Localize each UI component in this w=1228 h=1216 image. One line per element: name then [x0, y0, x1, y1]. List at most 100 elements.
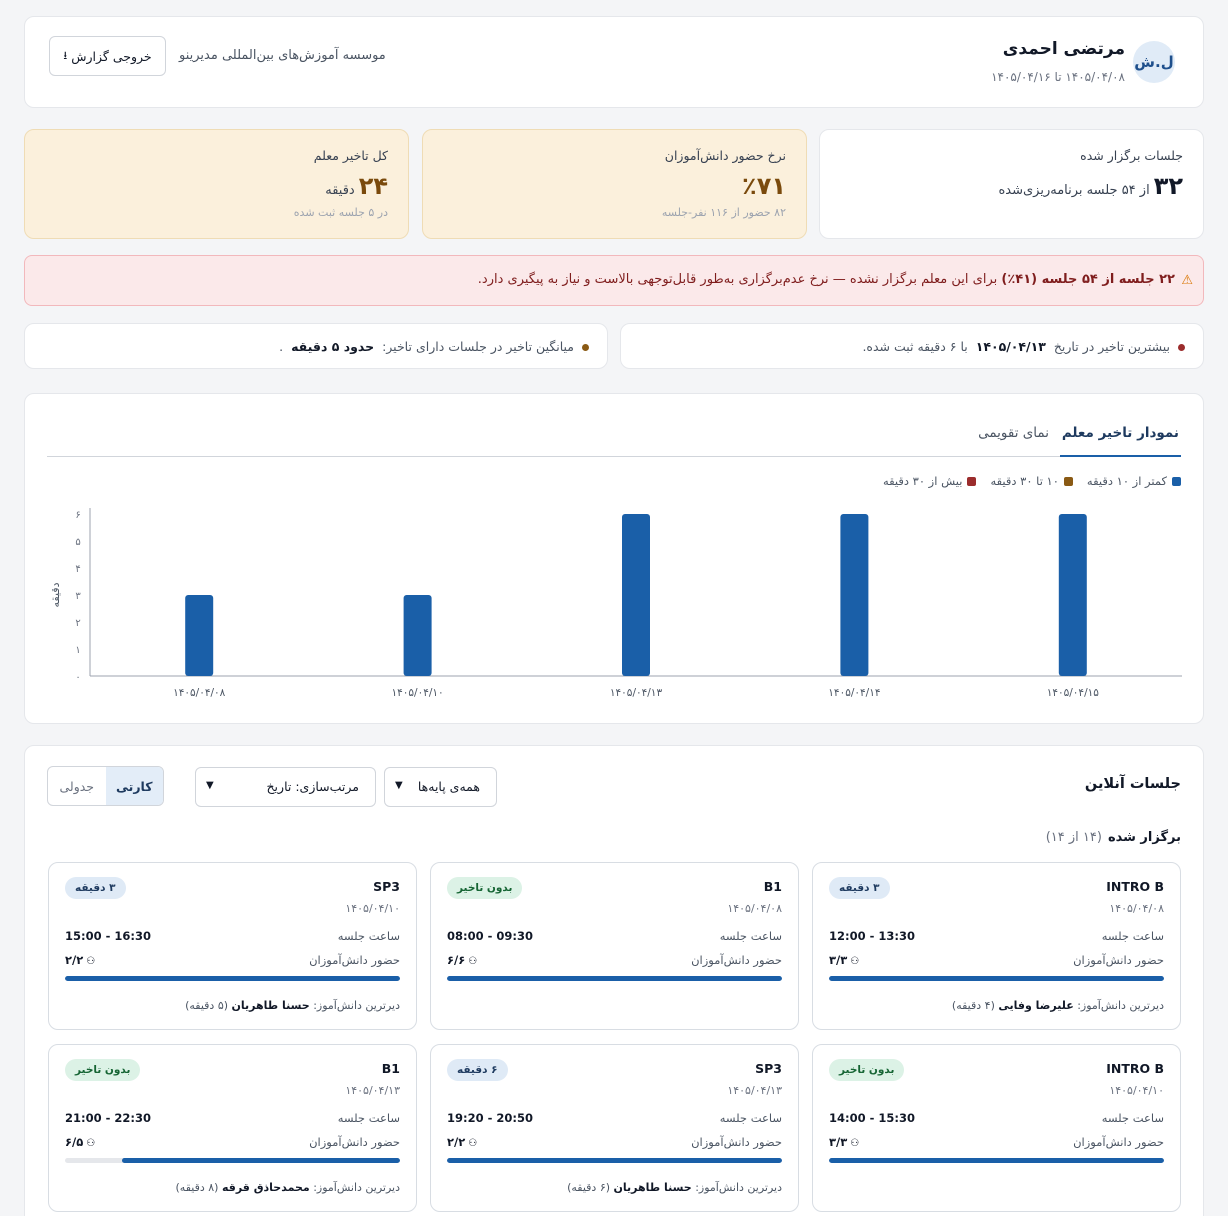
- avatar: ل.ش: [1133, 41, 1175, 83]
- attendance-bar: [447, 1158, 782, 1163]
- latest-student-name: حسنا طاهریان: [231, 999, 310, 1012]
- attendance-label: حضور دانش‌آموزان: [1073, 953, 1164, 967]
- brown-dot-icon: [582, 344, 589, 351]
- level-filter-select[interactable]: همه‌ی پایه‌ها ▼: [384, 767, 497, 807]
- session-code: INTRO B: [1106, 879, 1164, 894]
- session-card[interactable]: INTRO B ۱۴۰۵/۰۴/۱۰ بدون تاخیر ساعت جلسه 14:0…: [812, 1044, 1181, 1212]
- stat-sub: ۸۲ حضور از ۱۱۶ نفر-جلسه: [661, 206, 786, 219]
- x-tick-label: ۱۴۰۵/۰۴/۱۳: [610, 687, 663, 699]
- y-tick-label: ۶: [75, 510, 80, 521]
- session-card[interactable]: B1 ۱۴۰۵/۰۴/۱۳ بدون تاخیر ساعت جلسه 21:00 - 2…: [48, 1044, 417, 1212]
- chart-bar: [403, 595, 432, 676]
- legend-item: کمتر از ۱۰ دقیقه: [1087, 474, 1181, 488]
- download-icon: ⭳: [63, 48, 68, 62]
- attendance-bar: [829, 976, 1164, 981]
- latest-student: دیرترین دانش‌آموز: محمدحاذق قرقه (۸ دقیق…: [176, 1181, 401, 1194]
- session-time: 19:20 - 20:50: [447, 1111, 533, 1125]
- view-table-button[interactable]: جدولی: [59, 778, 95, 794]
- latest-label: دیرترین دانش‌آموز:: [313, 999, 400, 1012]
- view-card-button[interactable]: کارتی: [105, 767, 163, 805]
- person-icon: ⚇: [468, 1138, 478, 1149]
- stat-value: ۲۴دقیقه: [325, 172, 388, 200]
- delay-badge: بدون تاخیر: [447, 877, 523, 899]
- tab-calendar-view[interactable]: نمای تقویمی: [978, 425, 1049, 441]
- session-code: B1: [763, 879, 782, 894]
- latest-student-name: علیرضا وفایی: [998, 999, 1074, 1012]
- attendance-value: ⚇۶/۵: [65, 1135, 95, 1149]
- latest-delay: (۶ دقیقه): [567, 1181, 611, 1194]
- attendance-bar-fill: [447, 976, 782, 981]
- stat-label: کل تاخیر معلم: [313, 148, 388, 163]
- latest-label: دیرترین دانش‌آموز:: [695, 1181, 782, 1194]
- chart-tabs: نمودار تاخیر معلم نمای تقویمی: [47, 421, 1181, 457]
- chart-bar: [185, 595, 214, 676]
- y-tick-label: ۳: [75, 591, 81, 602]
- alert-text: ۲۲ جلسه از ۵۴ جلسه (۴۱٪) برای این معلم ب…: [477, 272, 1175, 287]
- time-label: ساعت جلسه: [1101, 1111, 1164, 1125]
- latest-student: دیرترین دانش‌آموز: علیرضا وفایی (۴ دقیقه…: [952, 999, 1164, 1012]
- session-card[interactable]: B1 ۱۴۰۵/۰۴/۰۸ بدون تاخیر ساعت جلسه 08:00 - 0…: [430, 862, 799, 1030]
- delay-chart-card: نمودار تاخیر معلم نمای تقویمی کمتر از ۱۰…: [24, 393, 1204, 724]
- attendance-bar-fill: [65, 976, 400, 981]
- session-date: ۱۴۰۵/۰۴/۰۸: [1109, 902, 1164, 915]
- attendance-bar: [447, 976, 782, 981]
- session-time: 12:00 - 13:30: [829, 929, 915, 943]
- y-axis-label: دقیقه: [49, 582, 62, 607]
- attendance-value: ⚇۲/۲: [65, 953, 95, 967]
- time-label: ساعت جلسه: [337, 929, 400, 943]
- date-range: ۱۴۰۵/۰۴/۰۸ تا ۱۴۰۵/۰۴/۱۶: [991, 70, 1125, 84]
- session-code: SP3: [755, 1061, 782, 1076]
- latest-delay: (۸ دقیقه): [175, 1181, 219, 1194]
- x-tick-label: ۱۴۰۵/۰۴/۰۸: [173, 687, 226, 699]
- sessions-section: جلسات آنلاین همه‌ی پایه‌ها ▼ مرتب‌سازی: …: [24, 745, 1204, 1216]
- red-dot-icon: [1178, 344, 1185, 351]
- delay-badge: بدون تاخیر: [65, 1059, 141, 1081]
- stat-value: ٪۷۱: [742, 172, 786, 200]
- held-heading: برگزار شده(۱۴ از ۱۴): [1045, 830, 1181, 845]
- y-tick-label: ۲: [75, 618, 80, 629]
- person-icon: ⚇: [468, 956, 478, 967]
- session-date: ۱۴۰۵/۰۴/۱۳: [727, 1084, 782, 1097]
- session-date: ۱۴۰۵/۰۴/۱۰: [345, 902, 400, 915]
- warning-icon: ⚠: [1181, 273, 1193, 288]
- tab-delay-chart[interactable]: نمودار تاخیر معلم: [1059, 421, 1181, 457]
- x-tick-label: ۱۴۰۵/۰۴/۱۰: [391, 687, 443, 699]
- y-tick-label: ۱: [75, 645, 80, 656]
- latest-label: دیرترین دانش‌آموز:: [1077, 999, 1164, 1012]
- section-title: جلسات آنلاین: [1084, 776, 1181, 792]
- attendance-count: ۲/۲: [65, 953, 84, 967]
- latest-student: دیرترین دانش‌آموز: حسنا طاهریان (۶ دقیقه…: [567, 1181, 782, 1194]
- attendance-count: ۳/۳: [829, 953, 848, 967]
- session-time: 21:00 - 22:30: [65, 1111, 151, 1125]
- attendance-value: ⚇۳/۳: [829, 953, 859, 967]
- attendance-label: حضور دانش‌آموزان: [309, 1135, 400, 1149]
- chart-bar: [840, 514, 869, 676]
- stat-value: ۳۲از ۵۴ جلسه برنامه‌ریزی‌شده: [998, 172, 1183, 200]
- session-code: B1: [381, 1061, 400, 1076]
- session-card[interactable]: SP3 ۱۴۰۵/۰۴/۱۰ ۳ دقیقه ساعت جلسه 15:00 - 16:…: [48, 862, 417, 1030]
- sort-select[interactable]: مرتب‌سازی: تاریخ ▼: [195, 767, 376, 807]
- session-card[interactable]: SP3 ۱۴۰۵/۰۴/۱۳ ۶ دقیقه ساعت جلسه 19:20 - 20:…: [430, 1044, 799, 1212]
- session-card[interactable]: INTRO B ۱۴۰۵/۰۴/۰۸ ۳ دقیقه ساعت جلسه 12:00 -…: [812, 862, 1181, 1030]
- latest-delay: (۵ دقیقه): [185, 999, 229, 1012]
- latest-student: دیرترین دانش‌آموز: حسنا طاهریان (۵ دقیقه…: [185, 999, 400, 1012]
- attendance-label: حضور دانش‌آموزان: [1073, 1135, 1164, 1149]
- delay-badge: ۶ دقیقه: [447, 1059, 508, 1081]
- time-label: ساعت جلسه: [719, 929, 782, 943]
- session-date: ۱۴۰۵/۰۴/۱۳: [345, 1084, 400, 1097]
- session-code: SP3: [373, 879, 400, 894]
- chevron-down-icon: ▼: [206, 780, 214, 791]
- delay-badge: بدون تاخیر: [829, 1059, 905, 1081]
- chart-bar: [622, 514, 650, 676]
- time-label: ساعت جلسه: [337, 1111, 400, 1125]
- delay-badge: ۳ دقیقه: [829, 877, 890, 899]
- person-icon: ⚇: [86, 1138, 96, 1149]
- teacher-name: مرتضی احمدی: [1002, 39, 1125, 59]
- stat-total-delay: کل تاخیر معلم ۲۴دقیقه در ۵ جلسه ثبت شده: [24, 129, 409, 239]
- attendance-bar: [65, 1158, 400, 1163]
- non-held-alert: ⚠ ۲۲ جلسه از ۵۴ جلسه (۴۱٪) برای این معلم…: [24, 255, 1204, 306]
- person-icon: ⚇: [850, 1138, 860, 1149]
- session-time: 15:00 - 16:30: [65, 929, 151, 943]
- attendance-value: ⚇۳/۳: [829, 1135, 859, 1149]
- export-report-button[interactable]: خروجی گزارش ⭳: [49, 36, 166, 76]
